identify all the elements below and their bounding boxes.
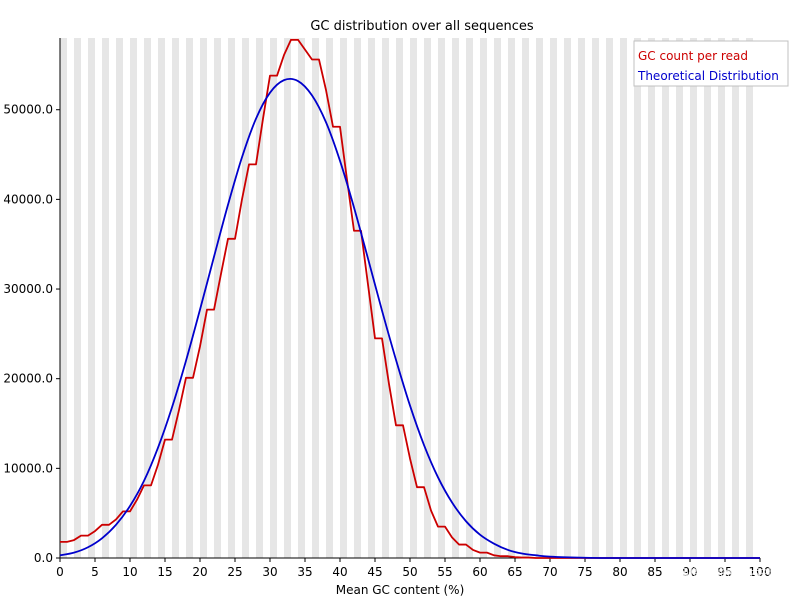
x-tick-label: 90 — [682, 565, 697, 579]
bg-stripe — [592, 38, 599, 558]
x-tick-label: 15 — [157, 565, 172, 579]
bg-stripe — [732, 38, 739, 558]
series-line-gc-count — [60, 38, 760, 559]
bg-stripe — [746, 38, 753, 558]
bg-stripe — [102, 38, 109, 558]
bg-stripe — [452, 38, 459, 558]
y-tick-label: 10000.0 — [3, 461, 53, 475]
legend-box — [633, 40, 789, 87]
x-tick-label: 80 — [612, 565, 627, 579]
bg-stripe — [270, 38, 277, 558]
x-tick-label: 55 — [437, 565, 452, 579]
bg-stripe — [228, 38, 235, 558]
x-tick-label: 75 — [577, 565, 592, 579]
bg-stripe — [480, 38, 487, 558]
bg-stripe — [690, 38, 697, 558]
x-tick-label: 0 — [56, 565, 64, 579]
x-tick-label: 60 — [472, 565, 487, 579]
bg-stripe — [326, 38, 333, 558]
bg-stripe — [214, 38, 221, 558]
x-tick-label: 40 — [332, 565, 347, 579]
bg-stripe — [676, 38, 683, 558]
y-axis-ticks: 0.0 10000.0 20000.0 30000.0 40000.0 50000.0 — [3, 103, 60, 565]
x-tick-label: 100 — [749, 565, 772, 579]
x-axis-ticks: 0 5 10 15 20 25 30 35 40 45 50 55 60 65 70 75 80 85 90 95 10… — [56, 558, 771, 579]
x-tick-label: 95 — [717, 565, 732, 579]
bg-stripe — [298, 38, 305, 558]
bg-stripe — [536, 38, 543, 558]
bg-stripe — [74, 38, 81, 558]
x-axis-label: Mean GC content (%) — [336, 583, 465, 597]
chart-title: GC distribution over all sequences — [310, 19, 534, 34]
x-tick-label: 25 — [227, 565, 242, 579]
bg-stripe — [256, 38, 263, 558]
bg-stripe — [186, 38, 193, 558]
y-tick-label: 20000.0 — [3, 372, 53, 386]
bg-stripe — [424, 38, 431, 558]
bg-stripe — [578, 38, 585, 558]
x-tick-label: 70 — [542, 565, 557, 579]
bg-stripe — [704, 38, 711, 558]
bg-stripe — [396, 38, 403, 558]
bg-stripe — [158, 38, 165, 558]
bg-stripe — [130, 38, 137, 558]
bg-stripe — [60, 38, 67, 558]
bg-stripe — [634, 38, 641, 558]
y-tick-label: 30000.0 — [3, 282, 53, 296]
bg-stripe — [662, 38, 669, 558]
x-tick-label: 30 — [262, 565, 277, 579]
legend: GC count per read Theoretical Distributi… — [633, 40, 789, 87]
x-tick-label: 50 — [402, 565, 417, 579]
bg-stripe — [648, 38, 655, 558]
bg-stripe — [620, 38, 627, 558]
x-tick-label: 85 — [647, 565, 662, 579]
series-line-theoretical — [59, 77, 760, 559]
background-stripes — [60, 38, 753, 558]
bg-stripe — [144, 38, 151, 558]
bg-stripe — [382, 38, 389, 558]
bg-stripe — [410, 38, 417, 558]
bg-stripe — [606, 38, 613, 558]
bg-stripe — [354, 38, 361, 558]
legend-entry-theoretical: Theoretical Distribution — [637, 69, 779, 83]
x-tick-label: 10 — [122, 565, 137, 579]
legend-entry-gc-count: GC count per read — [638, 49, 748, 63]
bg-stripe — [550, 38, 557, 558]
x-tick-label: 5 — [91, 565, 99, 579]
x-tick-label: 65 — [507, 565, 522, 579]
y-tick-label: 40000.0 — [3, 192, 53, 206]
bg-stripe — [368, 38, 375, 558]
bg-stripe — [284, 38, 291, 558]
bg-stripe — [718, 38, 725, 558]
x-tick-label: 35 — [297, 565, 312, 579]
bg-stripe — [88, 38, 95, 558]
bg-stripe — [312, 38, 319, 558]
x-tick-label: 20 — [192, 565, 207, 579]
bg-stripe — [438, 38, 445, 558]
y-tick-label: 0.0 — [34, 551, 53, 565]
bg-stripe — [508, 38, 515, 558]
watermark-text: @稀土掘金技术社区 — [677, 565, 785, 580]
bg-stripe — [494, 38, 501, 558]
bg-stripe — [172, 38, 179, 558]
bg-stripe — [564, 38, 571, 558]
bg-stripe — [466, 38, 473, 558]
series-layer — [59, 38, 760, 559]
y-tick-label: 50000.0 — [3, 103, 53, 117]
x-tick-label: 45 — [367, 565, 382, 579]
bg-stripe — [522, 38, 529, 558]
bg-stripe — [340, 38, 347, 558]
bg-stripe — [242, 38, 249, 558]
bg-stripe — [116, 38, 123, 558]
